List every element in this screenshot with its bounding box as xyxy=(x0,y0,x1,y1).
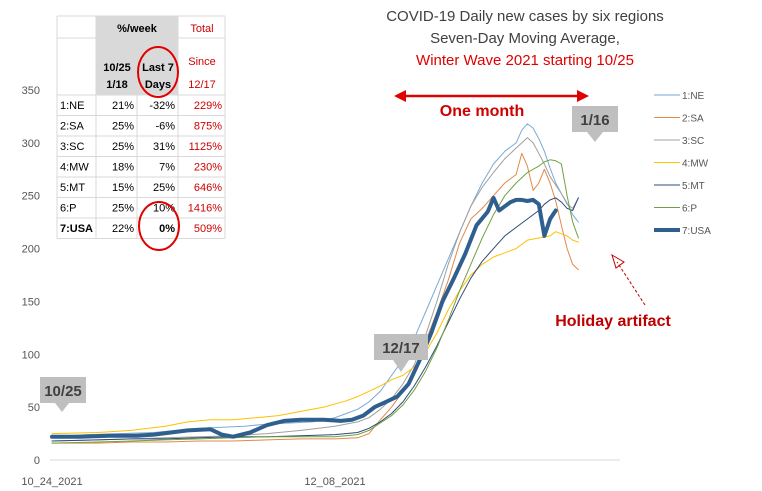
legend-label: 2:SA xyxy=(682,114,704,125)
callout-10-25-box xyxy=(40,377,86,403)
legend-label: 4:MW xyxy=(682,159,709,170)
callout-10-25: 10/25 xyxy=(40,377,86,412)
table-cell-last7: 0% xyxy=(159,223,175,235)
callout-12-17: 12/17 xyxy=(374,334,428,372)
series-line-3sc xyxy=(51,137,579,442)
chart-title-line-2: Seven-Day Moving Average, xyxy=(430,30,620,47)
table-header-col3-a: Since xyxy=(188,56,216,68)
table-cell-week: 15% xyxy=(112,182,134,194)
legend-label: 6:P xyxy=(682,204,697,215)
callout-10-25-pointer xyxy=(55,403,69,412)
table-header-col1-a: 10/25 xyxy=(103,62,131,74)
y-tick-label: 300 xyxy=(22,138,40,150)
y-tick-label: 50 xyxy=(28,402,40,414)
table-header-col1-b: 1/18 xyxy=(106,79,127,91)
holiday-label: Holiday artifact xyxy=(555,313,671,330)
series-line-2sa xyxy=(51,152,579,444)
table-cell-region: 4:MW xyxy=(60,162,89,174)
y-tick-label: 100 xyxy=(22,349,40,361)
callout-12-17-pointer xyxy=(393,360,409,372)
callout-1-16-box xyxy=(572,106,618,132)
one-month-label: One month xyxy=(440,103,524,120)
x-axis-ticks: 10_24_2021 12_08_2021 xyxy=(21,476,365,488)
one-month-annotation: One month xyxy=(394,90,589,120)
summary-table: %/week Total 10/25 1/18 Last 7 Days Sinc… xyxy=(56,15,226,251)
legend-label: 5:MT xyxy=(682,181,705,192)
table-cell-region: 3:SC xyxy=(60,141,85,153)
table-cell-last7: -6% xyxy=(155,121,175,133)
table-header-total: Total xyxy=(190,23,213,35)
one-month-arrowhead-right xyxy=(577,90,589,102)
table-cell-since: 1125% xyxy=(189,141,223,153)
table-cell-region: 5:MT xyxy=(60,182,85,194)
series-line-1ne xyxy=(51,123,579,438)
table-cell-since: 1416% xyxy=(188,203,222,215)
legend: 1:NE 2:SA 3:SC 4:MW 5:MT 6:P 7:USA xyxy=(654,91,711,237)
y-axis: 0 50 100 150 200 250 300 350 xyxy=(22,85,40,467)
table-cell-since: 509% xyxy=(194,223,222,235)
table-header-col2-b: Days xyxy=(145,79,171,91)
table-cell-last7: -32% xyxy=(149,100,175,112)
table-rows: 1:NE 21% -32% 229% 2:SA 25% -6% 875% 3:SC 25% 31% 1… xyxy=(60,100,222,235)
callout-1-16: 1/16 xyxy=(572,106,618,142)
series-line-6p xyxy=(51,159,579,444)
holiday-annotation: Holiday artifact xyxy=(555,253,671,330)
table-cell-since: 229% xyxy=(194,100,222,112)
table-cell-week: 18% xyxy=(112,162,134,174)
table-cell-week: 21% xyxy=(112,100,134,112)
series-line-5mt xyxy=(51,197,579,442)
y-tick-label: 350 xyxy=(22,85,40,97)
table-header-week: %/week xyxy=(117,23,158,35)
callout-1-16-label: 1/16 xyxy=(580,112,609,129)
table-cell-last7: 7% xyxy=(159,162,175,174)
series-group xyxy=(50,123,579,444)
table-cell-week: 25% xyxy=(112,141,134,153)
y-tick-label: 200 xyxy=(22,244,40,256)
series-line-4mw xyxy=(51,231,579,435)
y-tick-label: 150 xyxy=(22,296,40,308)
table-header-col3-b: 12/17 xyxy=(188,79,216,91)
table-cell-since: 875% xyxy=(194,121,222,133)
table-cell-last7: 31% xyxy=(153,141,175,153)
table-cell-week: 22% xyxy=(112,223,134,235)
callout-10-25-label: 10/25 xyxy=(44,383,82,400)
holiday-arrow-line xyxy=(616,261,646,306)
table-cell-week: 25% xyxy=(112,203,134,215)
table-cell-region: 6:P xyxy=(60,203,77,215)
table-header-col2-a: Last 7 xyxy=(142,62,174,74)
y-tick-label: 250 xyxy=(22,191,40,203)
highlight-circle-last7 xyxy=(137,46,179,98)
y-tick-label: 0 xyxy=(34,455,40,467)
table-gridlines xyxy=(56,15,226,239)
series-line-7usa xyxy=(50,195,558,439)
x-tick-label: 12_08_2021 xyxy=(304,476,365,488)
callout-1-16-pointer xyxy=(587,132,603,142)
legend-label: 7:USA xyxy=(682,226,711,237)
table-cell-last7: 25% xyxy=(153,182,175,194)
x-tick-label: 10_24_2021 xyxy=(21,476,82,488)
chart-title-line-3: Winter Wave 2021 starting 10/25 xyxy=(416,52,634,69)
chart-title-line-1: COVID-19 Daily new cases by six regions xyxy=(386,8,664,25)
one-month-arrowhead-left xyxy=(394,90,406,102)
holiday-arrowhead xyxy=(611,253,625,269)
table-cell-region: 1:NE xyxy=(60,100,84,112)
table-cell-region: 2:SA xyxy=(60,121,85,133)
table-cell-region: 7:USA xyxy=(60,223,93,235)
callout-12-17-label: 12/17 xyxy=(382,340,420,357)
table-cell-since: 230% xyxy=(194,162,222,174)
callout-12-17-box xyxy=(374,334,428,360)
highlight-circle-usa xyxy=(138,201,180,251)
legend-label: 1:NE xyxy=(682,91,705,102)
table-cell-week: 25% xyxy=(112,121,134,133)
table-cell-since: 646% xyxy=(194,182,222,194)
legend-label: 3:SC xyxy=(682,136,704,147)
